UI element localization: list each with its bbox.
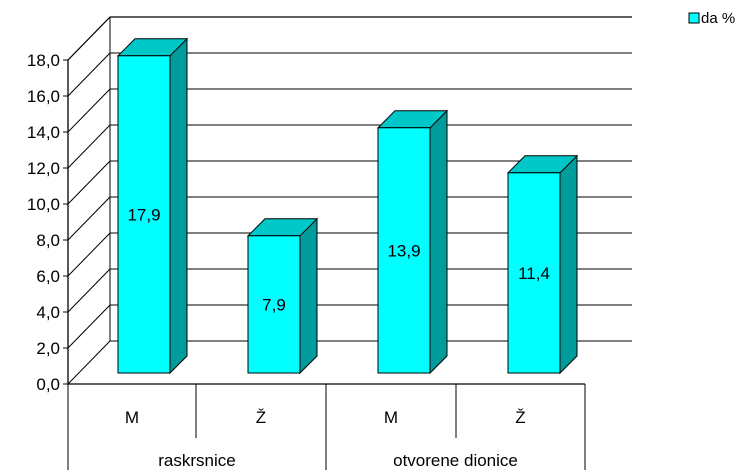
bar (506, 154, 579, 375)
gridline-diagonal (67, 304, 111, 349)
group-label: raskrsnice (158, 451, 235, 470)
group-label: otvorene dionice (393, 451, 518, 470)
gridline-diagonal-top (67, 16, 111, 61)
gridline-diagonal (67, 196, 111, 241)
y-axis-ticks: 0,0 2,0 4,0 6,0 8,0 10,0 12,0 14,0 16,0 18,0 (27, 51, 68, 394)
y-tick-label: 16,0 (27, 87, 60, 106)
bar-side (299, 217, 318, 375)
category-label: Ž (256, 408, 266, 427)
category-label: Ž (515, 408, 525, 427)
bar-front (247, 235, 301, 374)
y-tick-label: 4,0 (36, 303, 60, 322)
gridline-diagonal (67, 268, 111, 313)
gridline-diagonal (67, 160, 111, 205)
data-label: 13,9 (387, 241, 420, 260)
bar-front (507, 172, 561, 374)
gridline-diagonal (67, 88, 111, 133)
y-tick-label: 6,0 (36, 267, 60, 286)
y-tick-label: 14,0 (27, 123, 60, 142)
y-tick-label: 10,0 (27, 195, 60, 214)
y-tick-label: 0,0 (36, 375, 60, 394)
category-label: M (384, 408, 398, 427)
y-tick-label: 8,0 (36, 231, 60, 250)
bar (376, 109, 449, 375)
y-tick-label: 12,0 (27, 159, 60, 178)
legend-label: da % (701, 10, 735, 27)
bar (116, 37, 189, 375)
data-label: 17,9 (127, 205, 160, 224)
category-label: M (125, 408, 139, 427)
bar-side (559, 154, 578, 375)
data-label: 11,4 (518, 264, 550, 283)
bars (116, 37, 579, 375)
bar-side (169, 37, 188, 375)
legend: da % (688, 10, 735, 27)
bar (246, 217, 319, 375)
y-tick-label: 2,0 (36, 339, 60, 358)
data-labels: 17,9 7,9 13,9 11,4 (127, 205, 549, 314)
gridline-diagonal (67, 340, 111, 385)
legend-swatch (688, 12, 700, 24)
data-label: 7,9 (262, 295, 286, 314)
bar-front (117, 55, 171, 374)
bar-side (429, 109, 448, 375)
gridline-diagonal (67, 124, 111, 169)
gridline-diagonal (67, 52, 111, 97)
y-tick-label: 18,0 (27, 51, 60, 70)
gridline-diagonal (67, 232, 111, 277)
bar-front (377, 127, 431, 374)
